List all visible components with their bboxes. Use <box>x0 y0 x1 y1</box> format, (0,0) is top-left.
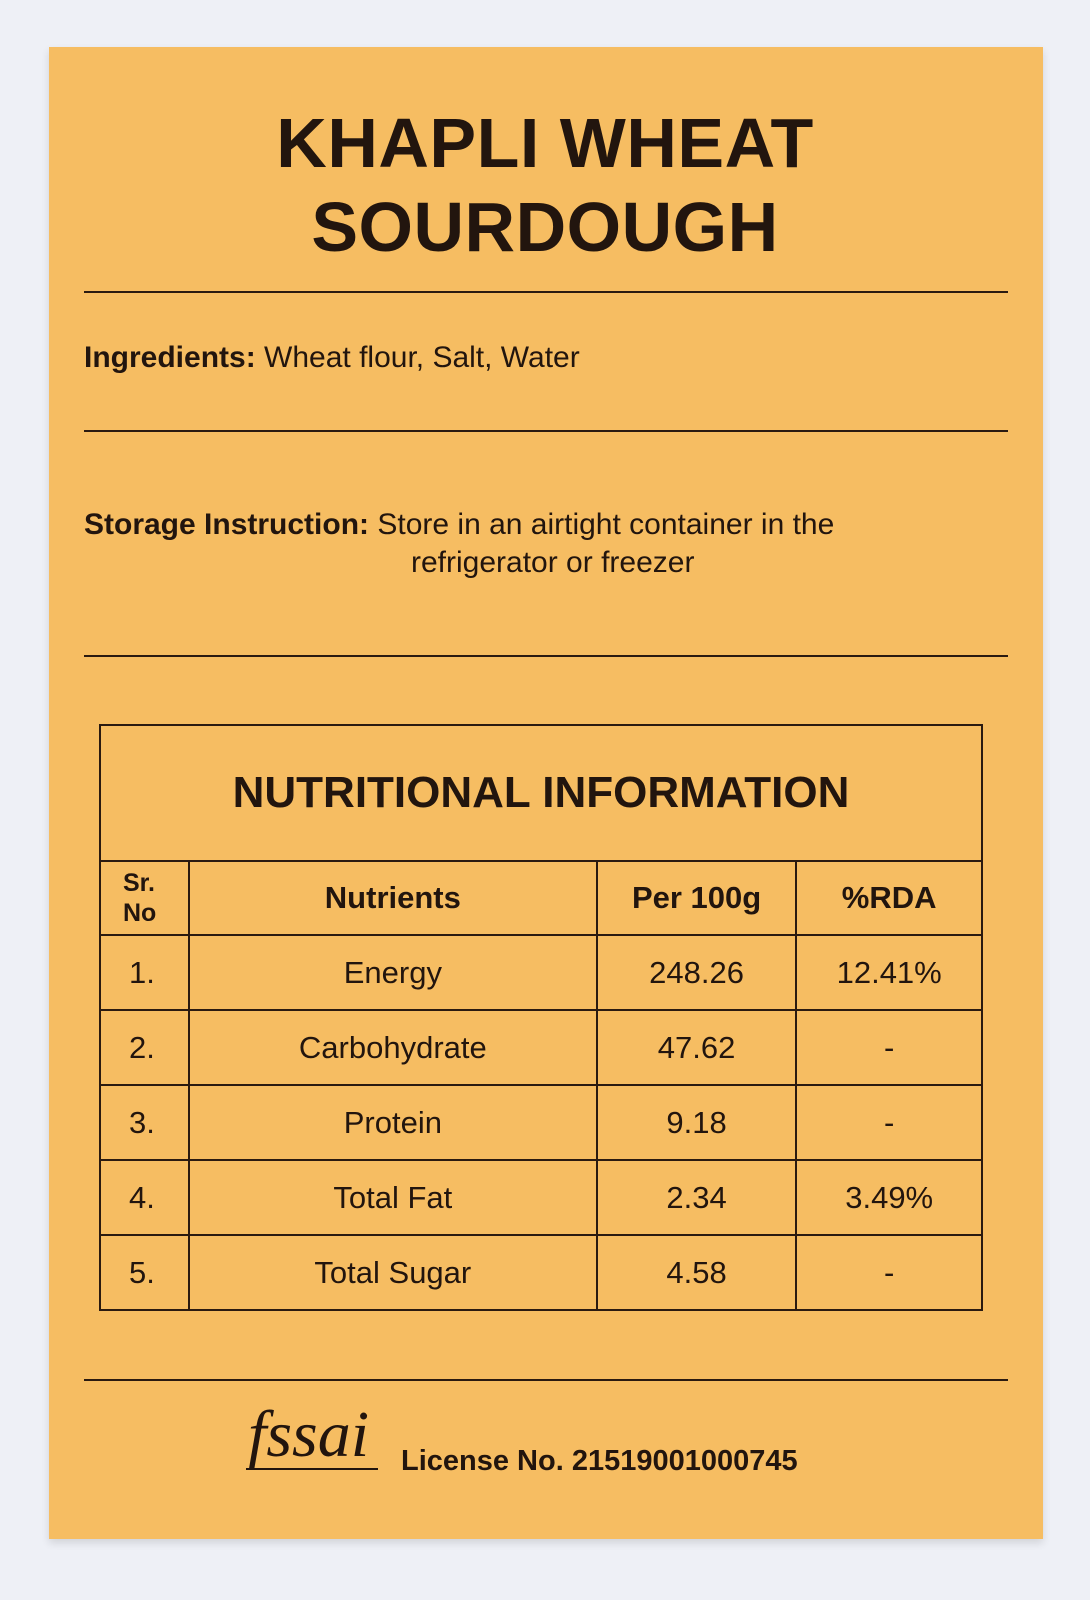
header-rda: %RDA <box>795 860 983 936</box>
fssai-logo-underline <box>246 1468 378 1470</box>
table-row: 3. Protein 9.18- <box>99 1084 983 1161</box>
ingredients-value: Wheat flour, Salt, Water <box>264 341 580 374</box>
divider <box>84 1379 1008 1381</box>
storage-line2: refrigerator or freezer <box>411 546 695 579</box>
ingredients: Ingredients: Wheat flour, Salt, Water <box>84 341 580 375</box>
divider <box>84 655 1008 657</box>
nutrition-title: NUTRITIONAL INFORMATION <box>99 724 983 862</box>
header-nutrients: Nutrients <box>187 860 598 936</box>
divider <box>84 291 1008 293</box>
header-per-100g: Per 100g <box>595 860 798 936</box>
divider <box>84 430 1008 432</box>
product-title-line1: KHAPLI WHEAT <box>276 104 814 182</box>
ingredients-label: Ingredients: <box>84 341 256 374</box>
product-title-line2: SOURDOUGH <box>311 188 779 266</box>
table-row: 2. Carbohydrate 47.62- <box>99 1009 983 1086</box>
license-number: License No. 21519001000745 <box>401 1445 798 1477</box>
table-row: 5. Total Sugar 4.58- <box>99 1234 983 1311</box>
fssai-logo: fssai <box>248 1398 370 1471</box>
nutrition-table: NUTRITIONAL INFORMATION Sr. No Nutrients … <box>99 724 983 1311</box>
storage-line1: Store in an airtight container in the <box>377 508 835 541</box>
header-sr-no: Sr. No <box>99 860 190 936</box>
table-row: 1. Energy 248.26 12.41% <box>99 934 983 1011</box>
table-row: 4. Total Fat 2.34 3.49% <box>99 1159 983 1236</box>
storage-label: Storage Instruction: <box>84 508 370 541</box>
storage-instruction: Storage Instruction: Store in an airtigh… <box>84 508 834 542</box>
